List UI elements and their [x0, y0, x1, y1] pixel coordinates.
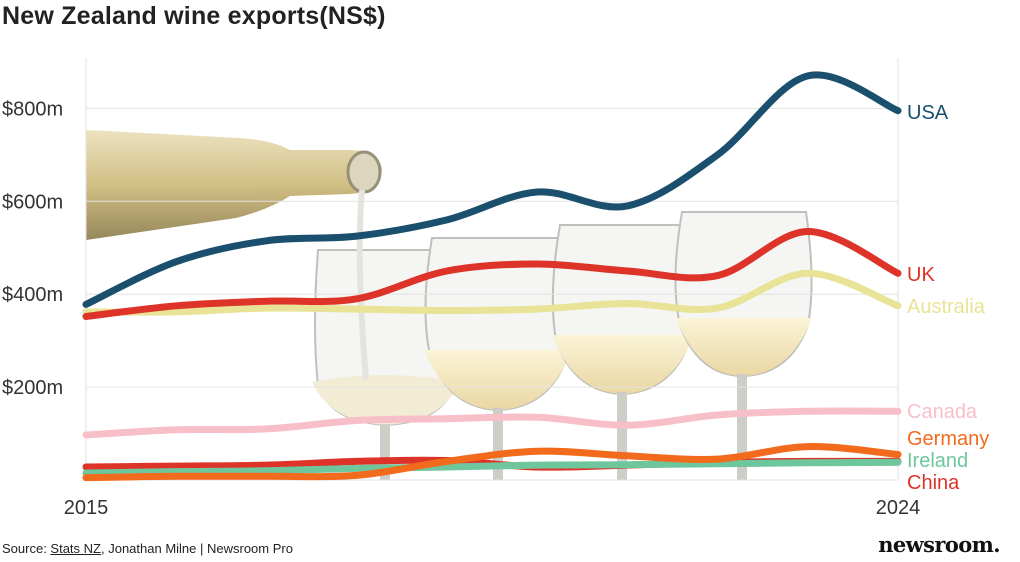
- y-tick-label: $400m: [2, 284, 63, 306]
- wine-glass-4: [674, 211, 813, 480]
- y-tick-label: $800m: [2, 98, 63, 120]
- series-label-usa: USA: [907, 102, 949, 124]
- series-line-uk: [82, 227, 902, 320]
- source-prefix: Source:: [2, 541, 51, 556]
- source-link-stats-nz[interactable]: Stats NZ: [50, 541, 101, 556]
- y-tick-label: $600m: [2, 191, 63, 213]
- source-suffix: , Jonathan Milne | Newsroom Pro: [101, 541, 293, 556]
- series-label-uk: UK: [907, 264, 935, 286]
- series-line-canada: [82, 407, 902, 439]
- chart-title: New Zealand wine exports(NS$): [2, 2, 386, 30]
- series-line-ireland: [82, 458, 902, 477]
- series-line-australia: [82, 269, 902, 316]
- newsroom-logo: newsroom.: [878, 532, 1000, 557]
- x-tick-label: 2024: [876, 497, 921, 519]
- series-label-ireland: Ireland: [907, 450, 968, 472]
- series-label-germany: Germany: [907, 428, 989, 450]
- x-tick-label: 2015: [64, 497, 109, 519]
- x-axis-ticks: 2015 2024: [64, 497, 921, 519]
- series-label-china: China: [907, 472, 960, 494]
- series-line-usa: [82, 71, 902, 308]
- y-axis-ticks: $200m $400m $600m $800m: [2, 98, 63, 399]
- series-line-germany: [82, 443, 902, 482]
- series-lines: [82, 71, 902, 482]
- series-label-canada: Canada: [907, 401, 978, 423]
- wine-bottle: [86, 130, 382, 381]
- series-label-australia: Australia: [907, 296, 986, 318]
- y-tick-label: $200m: [2, 377, 63, 399]
- source-line: Source: Stats NZ, Jonathan Milne | Newsr…: [2, 541, 293, 556]
